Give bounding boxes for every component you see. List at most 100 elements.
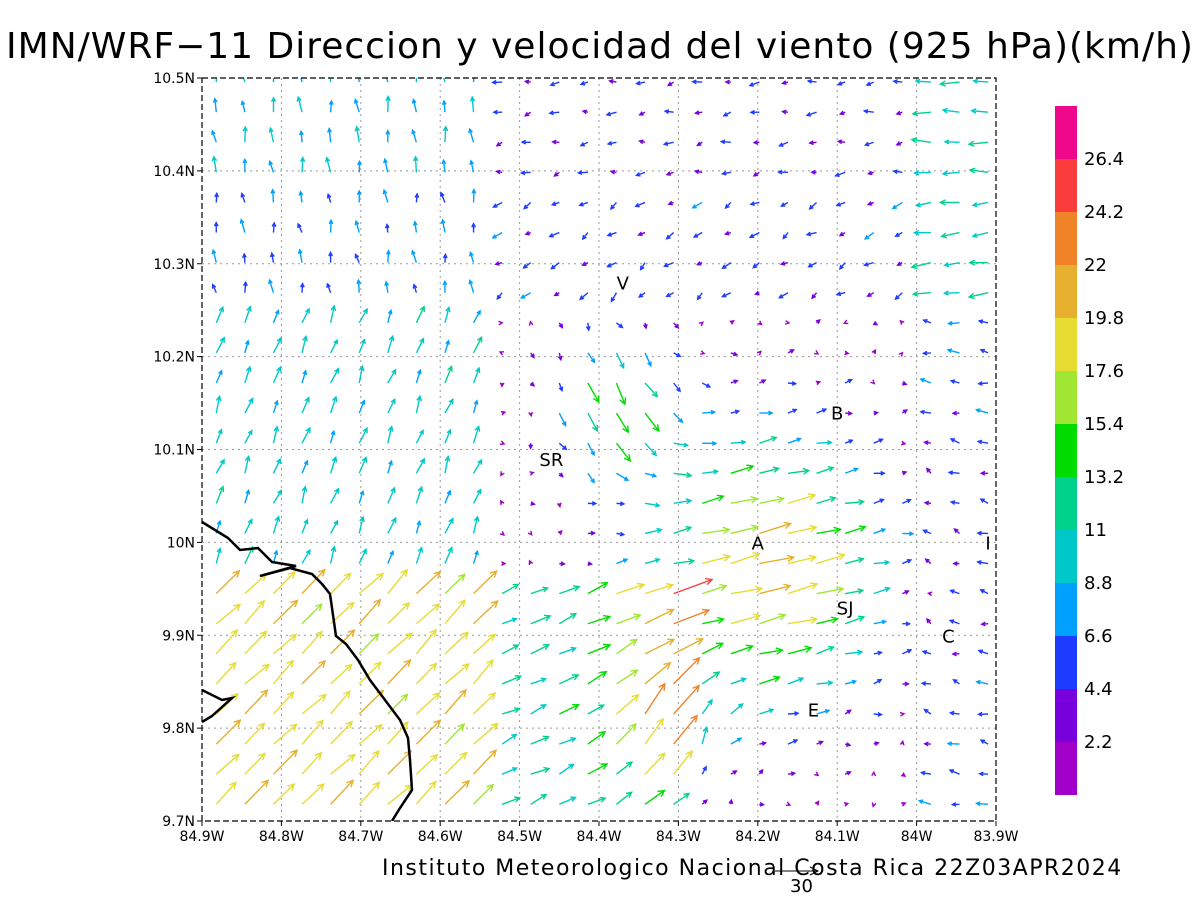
wind-arrow (980, 621, 989, 627)
wind-arrow (899, 711, 906, 717)
wind-arrow (644, 682, 666, 715)
colorbar-segment (1055, 530, 1077, 583)
wind-arrow (844, 439, 854, 444)
wind-arrow (693, 169, 703, 175)
wind-arrow (977, 711, 989, 717)
wind-arrow (412, 283, 418, 293)
wind-arrow (778, 292, 789, 299)
wind-arrow (673, 608, 711, 625)
colorbar-label: 17.6 (1084, 361, 1124, 382)
wind-arrow (947, 320, 960, 326)
wind-arrow (296, 95, 303, 113)
wind-arrow (816, 552, 847, 565)
wind-arrow (816, 585, 845, 595)
wind-arrow (444, 631, 470, 655)
wind-arrow (244, 454, 251, 474)
wind-arrow (299, 282, 305, 293)
wind-arrow (244, 663, 271, 685)
wind-arrow (444, 455, 451, 474)
wind-arrow (949, 589, 960, 595)
wind-arrow (415, 337, 425, 354)
wind-arrow (272, 78, 275, 83)
wind-arrow (411, 128, 418, 143)
wind-arrow (471, 222, 476, 233)
wind-arrow (730, 524, 760, 535)
wind-arrow (952, 561, 960, 566)
wind-arrow (472, 488, 482, 504)
x-tick-label: 84W (901, 829, 933, 845)
wind-arrow (559, 737, 577, 745)
wind-arrow (551, 139, 560, 145)
wind-arrow (942, 290, 960, 296)
wind-arrow (499, 530, 506, 536)
wind-arrow (387, 425, 394, 444)
reference-vector-label: 30 (790, 876, 813, 897)
wind-arrow (473, 722, 499, 745)
wind-arrow (977, 649, 989, 655)
wind-arrow (528, 320, 534, 326)
wind-arrow (501, 644, 520, 655)
wind-arrow (387, 658, 412, 685)
wind-arrow (777, 169, 788, 175)
wind-arrow (814, 350, 820, 355)
wind-arrow (644, 557, 661, 565)
wind-arrow (896, 261, 903, 266)
wind-arrow (273, 633, 298, 655)
wind-arrow (979, 589, 989, 595)
wind-arrow (979, 348, 989, 354)
y-tick-label: 10.3N (153, 257, 195, 273)
wind-arrow (440, 218, 446, 233)
wind-arrow (971, 231, 989, 239)
x-tick-label: 84.8W (259, 829, 304, 845)
wind-arrow (587, 530, 597, 536)
wind-arrow (778, 141, 789, 147)
wind-arrow (358, 456, 368, 474)
wind-arrow (943, 139, 960, 145)
wind-arrow (301, 630, 323, 655)
wind-arrow (585, 322, 591, 332)
wind-arrow (415, 305, 425, 324)
town-label-b: B (831, 403, 843, 424)
wind-arrow (787, 711, 800, 716)
town-label-v: V (617, 273, 630, 294)
wind-arrow (387, 516, 397, 534)
wind-arrow (838, 262, 846, 270)
colorbar-segment (1055, 265, 1077, 318)
wind-arrow (498, 320, 504, 326)
wind-arrow (587, 472, 595, 484)
colorbar-label: 11 (1084, 520, 1107, 541)
wind-arrow (382, 188, 389, 203)
wind-arrow (500, 410, 507, 416)
wind-arrow (894, 292, 903, 301)
wind-arrow (730, 613, 762, 625)
wind-arrow (501, 583, 520, 595)
wind-arrow (873, 619, 888, 625)
wind-arrow (587, 382, 600, 404)
wind-arrow (441, 99, 447, 113)
wind-arrow (673, 656, 701, 685)
wind-arrow (501, 617, 518, 625)
wind-arrow (759, 675, 781, 685)
wind-arrow (241, 252, 247, 263)
wind-arrow (635, 80, 646, 86)
x-tick-label: 84.2W (735, 829, 780, 845)
wind-arrow (501, 733, 518, 745)
wind-arrow (411, 98, 418, 113)
wind-arrow (444, 517, 454, 534)
wind-arrow (211, 248, 217, 263)
wind-arrow (892, 169, 903, 175)
wind-arrow (784, 320, 791, 325)
wind-arrow (358, 749, 380, 775)
wind-arrow (387, 308, 393, 323)
colorbar-segment (1055, 371, 1077, 424)
wind-arrow (559, 796, 577, 805)
wind-arrow (949, 438, 960, 444)
wind-arrow (844, 467, 859, 474)
wind-arrow (468, 127, 475, 143)
wind-arrow (327, 127, 333, 143)
wind-arrow (415, 78, 418, 83)
wind-arrow (442, 125, 449, 143)
wind-arrow (244, 397, 254, 414)
wind-arrow (244, 752, 267, 775)
